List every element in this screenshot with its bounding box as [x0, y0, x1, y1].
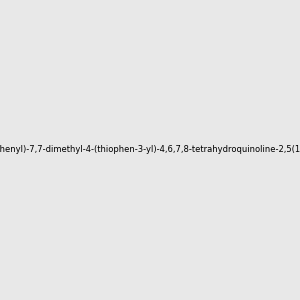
- Text: 1-(3-fluorophenyl)-7,7-dimethyl-4-(thiophen-3-yl)-4,6,7,8-tetrahydroquinoline-2,: 1-(3-fluorophenyl)-7,7-dimethyl-4-(thiop…: [0, 146, 300, 154]
